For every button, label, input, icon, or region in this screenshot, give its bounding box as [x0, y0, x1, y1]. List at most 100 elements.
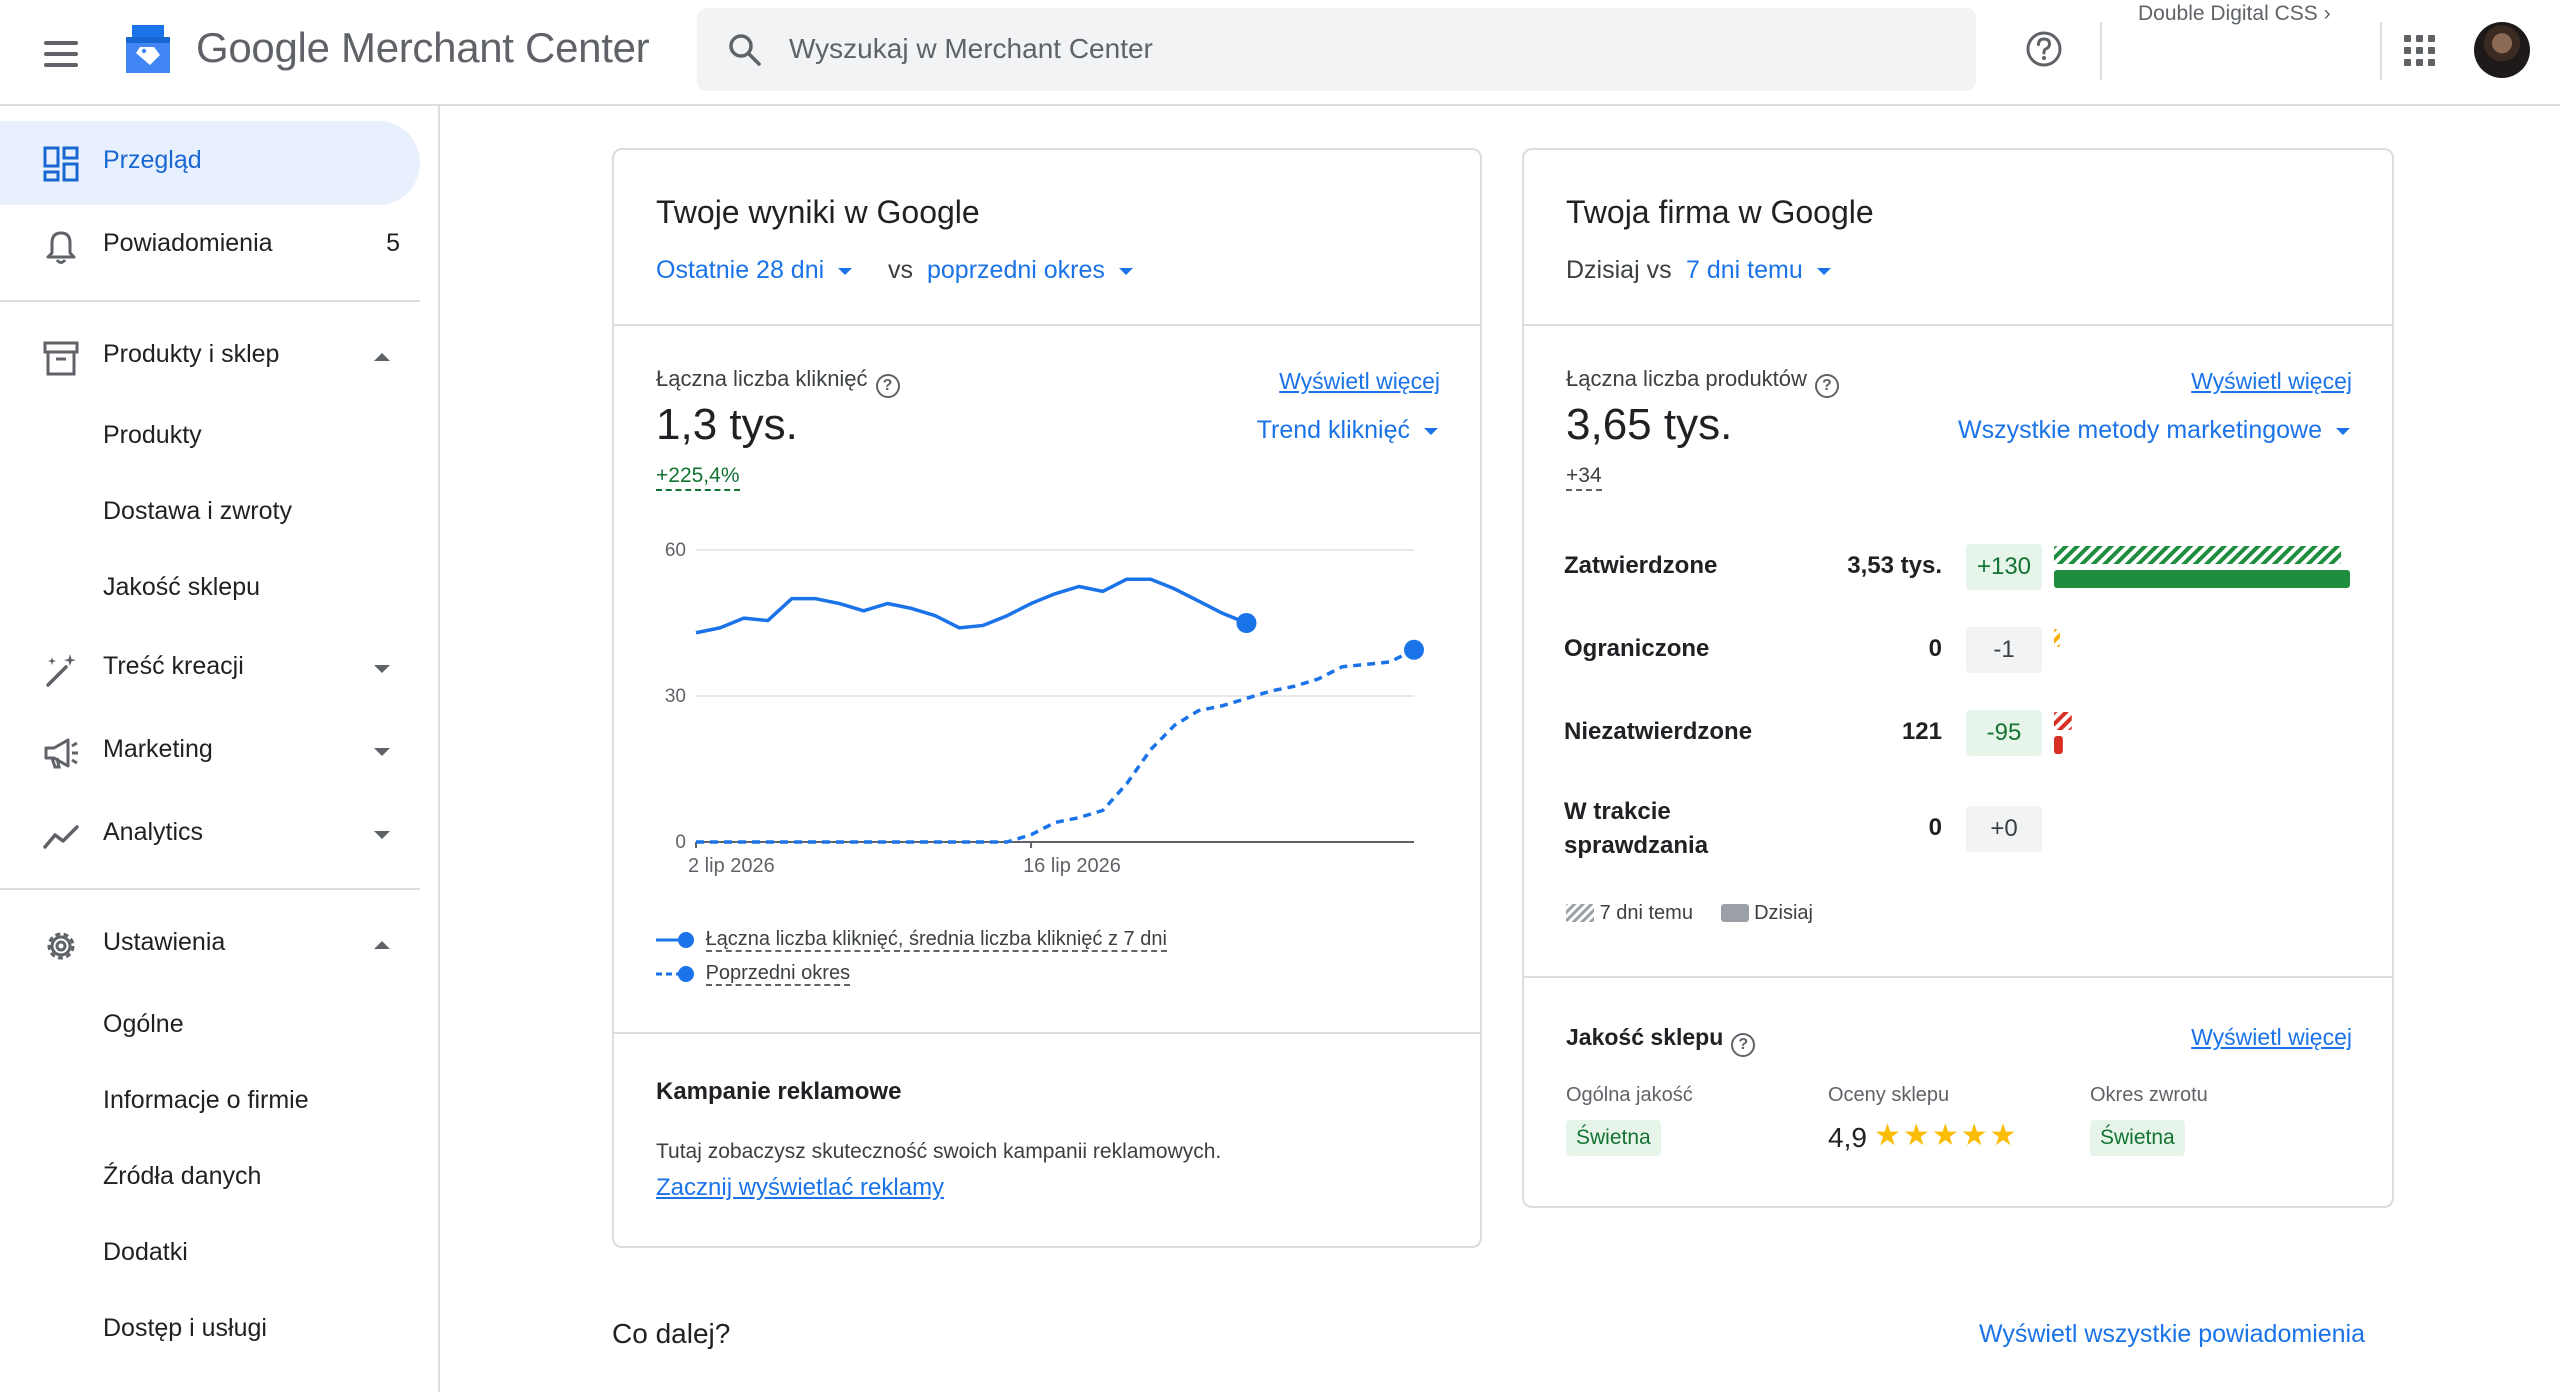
status-label-line2: sprawdzania: [1564, 832, 1709, 859]
status-change: +0: [1966, 806, 2042, 852]
star-icon: ★: [1931, 1119, 1961, 1152]
status-bar: [2054, 712, 2072, 754]
campaigns-title: Kampanie reklamowe: [656, 1078, 902, 1105]
status-change: -1: [1966, 627, 2042, 673]
y-tick-label: 0: [675, 832, 686, 853]
whats-next-title: Co dalej?: [612, 1318, 731, 1349]
legend-label: Dzisiaj: [1754, 902, 1813, 924]
account-switcher[interactable]: Double Digital CSS ›: [2138, 2, 2331, 25]
sidebar-subitem-data-sources[interactable]: Źródła danych: [103, 1162, 262, 1190]
view-all-notifications-link[interactable]: Wyświetl wszystkie powiadomienia: [1979, 1320, 2366, 1348]
legend-dashed-line-icon: [656, 965, 694, 982]
search-input[interactable]: [789, 26, 1889, 72]
notification-count: 5: [386, 229, 400, 257]
search-bar[interactable]: [697, 8, 1976, 91]
clicks-line-chart: 0 30 60 2 lip 2026 16 lip 2026: [665, 540, 1424, 877]
sidebar-item-products-store[interactable]: Produkty i sklep: [0, 315, 420, 399]
card-divider: [1524, 324, 2392, 326]
view-more-link[interactable]: Wyświetl więcej: [2191, 1024, 2352, 1050]
status-value: 0: [1928, 635, 1942, 662]
topbar-divider: [2380, 22, 2382, 80]
start-ads-link[interactable]: Zacznij wyświetlać reklamy: [656, 1174, 945, 1201]
sidebar-item-label: Treść kreacji: [103, 652, 244, 680]
chevron-up-icon: [374, 353, 390, 361]
view-more-link[interactable]: Wyświetl więcej: [1279, 368, 1440, 394]
sidebar-divider: [0, 888, 420, 890]
status-label: Ograniczone: [1564, 635, 1710, 662]
previous-period-bar: [2054, 629, 2060, 647]
chevron-up-icon: [374, 941, 390, 949]
legend-prev-period: 7 dni temu Dzisiaj: [1566, 902, 1813, 925]
help-circle-icon[interactable]: ?: [875, 374, 900, 398]
series-end-point-2: [1404, 639, 1424, 660]
marketing-methods-dropdown[interactable]: Wszystkie metody marketingowe: [1958, 416, 2350, 445]
card-title: Twoja firma w Google: [1566, 194, 1874, 230]
y-tick-label: 30: [665, 686, 686, 707]
current-period-bar: [2054, 570, 2350, 588]
dropdown-arrow-icon: [838, 267, 853, 275]
sidebar-item-analytics[interactable]: Analytics: [0, 793, 420, 877]
compare-label: 7 dni temu: [1686, 256, 1803, 284]
results-card: Twoje wyniki w Google Ostatnie 28 dni vs…: [612, 148, 1482, 1248]
card-divider: [614, 1032, 1480, 1034]
period-dropdown[interactable]: Ostatnie 28 dni: [656, 256, 853, 285]
series-end-point-1: [1236, 613, 1257, 633]
overall-quality-label: Ogólna jakość: [1566, 1084, 1693, 1106]
status-row-pending: W trakcie sprawdzania 0 +0: [1524, 790, 2392, 880]
legend-current[interactable]: Łączna liczba kliknięć, średnia liczba k…: [656, 928, 1167, 952]
status-change: +130: [1966, 544, 2042, 590]
products-delta: +34: [1566, 464, 1602, 491]
sidebar-subitem-add-ons[interactable]: Dodatki: [103, 1238, 188, 1266]
sidebar-item-overview[interactable]: Przegląd: [0, 121, 420, 205]
dashboard-icon: [43, 146, 79, 182]
sidebar-subitem-products[interactable]: Produkty: [103, 421, 202, 449]
sidebar-item-label: Ustawienia: [103, 928, 226, 956]
campaigns-text: Tutaj zobaczysz skuteczność swoich kampa…: [656, 1140, 1222, 1163]
merchant-center-logo-icon: [126, 25, 170, 73]
dropdown-arrow-icon: [1118, 267, 1133, 275]
status-value: 0: [1928, 814, 1942, 841]
search-icon: [729, 34, 761, 66]
metric-label: Łączna liczba produktów?: [1566, 366, 1839, 398]
clicks-delta: +225,4%: [656, 464, 740, 491]
google-apps-icon[interactable]: [2404, 35, 2436, 67]
sidebar-item-label: Analytics: [103, 818, 204, 846]
star-icon: ★: [1902, 1119, 1932, 1152]
return-period-label: Okres zwrotu: [2090, 1084, 2208, 1106]
sidebar-item-notifications[interactable]: Powiadomienia 5: [0, 204, 420, 288]
card-divider: [614, 324, 1480, 326]
card-title: Twoje wyniki w Google: [656, 194, 980, 230]
sidebar-item-marketing[interactable]: Marketing: [0, 710, 420, 794]
vs-label: vs: [888, 256, 913, 284]
star-icon: ★: [1960, 1119, 1990, 1152]
avatar[interactable]: [2474, 22, 2530, 78]
sidebar-subitem-business-info[interactable]: Informacje o firmie: [103, 1086, 309, 1114]
help-circle-icon[interactable]: ?: [1814, 374, 1839, 398]
sidebar-subitem-shipping-returns[interactable]: Dostawa i zwroty: [103, 497, 292, 525]
compare-label: poprzedni okres: [927, 256, 1105, 284]
compare-dropdown[interactable]: poprzedni okres: [927, 256, 1133, 285]
help-circle-icon[interactable]: ?: [1731, 1033, 1756, 1057]
magic-wand-icon: [46, 654, 76, 687]
sidebar-item-label: Przegląd: [103, 146, 202, 174]
sidebar-subitem-store-quality[interactable]: Jakość sklepu: [103, 573, 261, 601]
sidebar-item-creative[interactable]: Treść kreacji: [0, 627, 420, 711]
legend-previous[interactable]: Poprzedni okres: [656, 962, 851, 986]
view-more-link[interactable]: Wyświetl więcej: [2191, 368, 2352, 394]
sidebar-subitem-general[interactable]: Ogólne: [103, 1010, 184, 1038]
status-bar: [2054, 629, 2060, 647]
status-row-disapproved: Niezatwierdzone 121 -95: [1524, 710, 2392, 770]
sidebar-item-settings[interactable]: Ustawienia: [0, 903, 420, 987]
trend-dropdown[interactable]: Trend kliknięć: [1257, 416, 1438, 445]
archive-box-icon: [43, 341, 79, 376]
current-period-bar: [2054, 736, 2063, 754]
store-quality-title: Jakość sklepu?: [1566, 1024, 1756, 1057]
status-change: -95: [1966, 710, 2042, 756]
status-bar: [2054, 546, 2350, 588]
sidebar-subitem-access-services[interactable]: Dostęp i usługi: [103, 1314, 267, 1342]
main-menu-icon[interactable]: [40, 33, 82, 75]
sidebar-divider: [0, 300, 420, 302]
compare-dropdown[interactable]: 7 dni temu: [1686, 256, 1831, 285]
series-line-2: [696, 648, 1415, 844]
help-icon[interactable]: [2024, 29, 2064, 69]
